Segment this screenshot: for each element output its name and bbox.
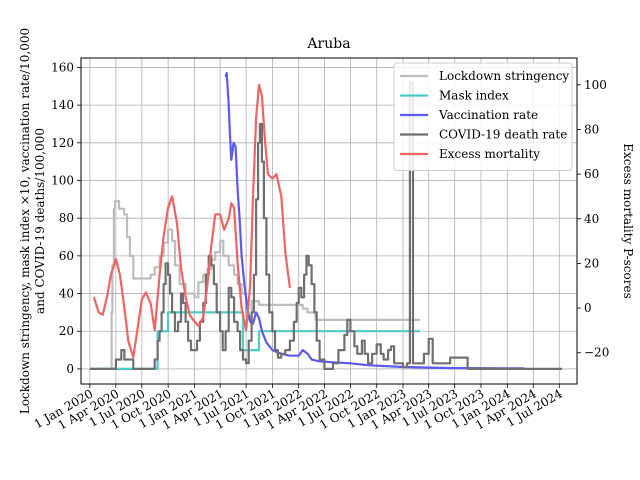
- y-axis-right-label: Excess mortality P-scores: [621, 143, 635, 298]
- y-left-tick-label: 40: [59, 287, 74, 301]
- y-left-tick-label: 60: [59, 249, 74, 263]
- series-layer: [89, 72, 562, 370]
- y-axis-left: 0 20 40 60 80 100 120 140 160: [51, 60, 81, 376]
- chart-title: Aruba: [306, 36, 350, 52]
- y-right-tick-label: 20: [584, 256, 599, 270]
- y-right-tick-label: 0: [584, 301, 592, 315]
- y-right-tick-label: 100: [584, 78, 607, 92]
- legend-label: Mask index: [439, 89, 509, 103]
- y-right-tick-label: −20: [584, 346, 609, 360]
- y-left-tick-label: 100: [51, 173, 74, 187]
- y-axis-right: −20 0 20 40 60 80 100: [577, 78, 609, 360]
- legend-label: COVID-19 death rate: [439, 128, 567, 142]
- legend-label: Lockdown stringency: [439, 69, 569, 83]
- legend: Lockdown stringency Mask index Vaccination…: [393, 62, 573, 171]
- series-line-excess-mortality: [92, 83, 291, 359]
- y-axis-left-label-line1: Lockdown stringency, mask index ×10, vac…: [18, 28, 32, 414]
- plot-frame: [80, 57, 578, 385]
- legend-box: [393, 62, 573, 171]
- series-line-covid-19-death-rate: [89, 81, 562, 370]
- y-left-tick-label: 160: [51, 60, 74, 74]
- series-line-vaccination-rate: [224, 72, 525, 370]
- y-left-tick-label: 0: [66, 362, 74, 376]
- y-right-tick-label: 40: [584, 212, 599, 226]
- y-right-tick-label: 60: [584, 167, 599, 181]
- y-axis-left-label-line2: and COVID-19 deaths/100,000: [33, 128, 47, 314]
- y-left-tick-label: 80: [59, 211, 74, 225]
- y-left-tick-label: 120: [51, 136, 74, 150]
- legend-label: Vaccination rate: [438, 108, 538, 122]
- grid: [81, 58, 577, 384]
- legend-label: Excess mortality: [439, 147, 540, 161]
- y-left-tick-label: 20: [59, 324, 74, 338]
- y-right-tick-label: 80: [584, 122, 599, 136]
- y-left-tick-label: 140: [51, 98, 74, 112]
